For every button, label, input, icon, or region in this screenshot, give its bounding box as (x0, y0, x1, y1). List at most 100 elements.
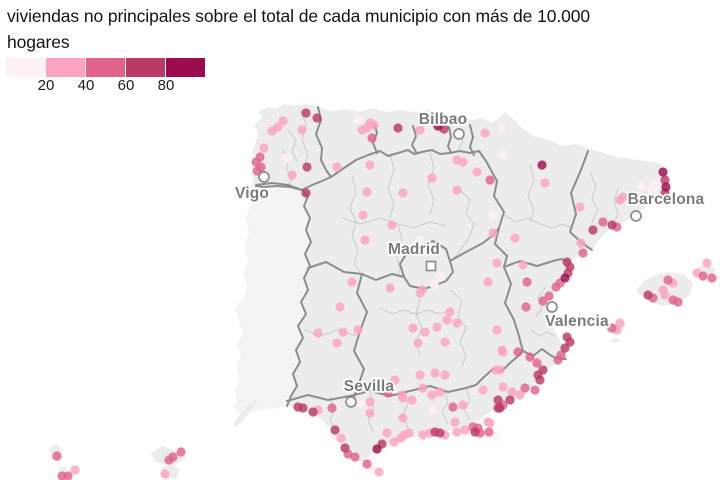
municipality-dot (660, 175, 670, 185)
municipality-dot (382, 428, 392, 438)
municipality-dot (415, 235, 425, 245)
city-marker-vigo (258, 171, 270, 183)
municipality-dot (335, 302, 345, 312)
municipality-dot (362, 459, 372, 469)
municipality-dot (618, 192, 628, 202)
municipality-dot (404, 428, 414, 438)
municipality-dot (538, 296, 548, 306)
municipality-dot (432, 322, 442, 332)
municipality-dot (707, 273, 717, 283)
municipality-dot (389, 437, 399, 447)
municipality-dot (576, 238, 586, 248)
municipality-dot (259, 143, 269, 153)
municipality-dot (252, 166, 262, 176)
municipality-dot (491, 430, 501, 440)
municipality-dot (607, 220, 617, 230)
lanzarote-fuerteventura-island (233, 399, 258, 427)
municipality-dot (365, 160, 375, 170)
legend-tick-80: 80 (157, 77, 175, 94)
municipality-dot (433, 121, 443, 131)
municipality-dot (63, 471, 73, 480)
municipality-dot (336, 433, 346, 443)
municipality-dot (448, 402, 458, 412)
municipality-dot (427, 173, 437, 183)
legend-swatch-5 (166, 58, 205, 77)
municipality-dot (308, 407, 318, 417)
municipality-dot (493, 395, 503, 405)
municipality-dot (160, 469, 170, 479)
municipality-dot (362, 187, 372, 197)
municipality-dot (540, 178, 550, 188)
municipality-dot (398, 393, 408, 403)
city-label-bilbao: Bilbao (419, 111, 468, 128)
municipality-dot (415, 370, 425, 380)
city-marker-barcelona (630, 210, 642, 222)
municipality-dot (485, 175, 495, 185)
province-borders (281, 109, 619, 433)
municipality-dot (702, 258, 712, 268)
municipality-dot (415, 125, 425, 135)
municipality-dot (420, 327, 430, 337)
municipality-dot (415, 288, 425, 298)
municipality-dot (297, 125, 307, 135)
municipality-dot (407, 395, 417, 405)
municipality-dot (535, 375, 545, 385)
municipality-dot (492, 258, 502, 268)
municipality-dot (505, 395, 515, 405)
municipality-dot (427, 390, 437, 400)
legend-swatch-1 (6, 58, 45, 77)
legend-swatch-3 (86, 58, 125, 77)
municipality-dot (452, 318, 462, 328)
municipality-dot (301, 188, 311, 198)
city-label-valencia: Valencia (545, 313, 609, 330)
municipality-dot (497, 345, 507, 355)
municipality-dot (472, 167, 482, 177)
municipality-dot (350, 452, 360, 462)
municipality-dot (460, 425, 470, 435)
municipality-dot (418, 430, 428, 440)
legend: 20 40 60 80 (6, 58, 226, 100)
municipality-dot (365, 397, 375, 407)
city-label-sevilla: Sevilla (344, 378, 395, 395)
municipality-dots (52, 108, 717, 480)
municipality-dot (374, 467, 384, 477)
municipality-dot (498, 150, 508, 160)
municipality-dot (430, 368, 440, 378)
municipality-dot (440, 337, 450, 347)
chart-title-line1: viviendas no principales sobre el total … (7, 6, 590, 26)
municipality-dot (458, 157, 468, 167)
chart-title: viviendas no principales sobre el total … (7, 3, 590, 55)
municipality-dot (483, 277, 493, 287)
municipality-dot (510, 233, 520, 243)
municipality-dot (491, 365, 501, 375)
city-marker-bilbao (453, 128, 465, 140)
municipality-dot (445, 307, 455, 317)
municipality-dot (661, 182, 671, 192)
municipality-dot (663, 275, 673, 285)
municipality-dot (435, 387, 445, 397)
municipality-dot (560, 273, 570, 283)
municipality-dot (452, 185, 462, 195)
municipality-dot (673, 297, 683, 307)
municipality-dot (301, 108, 311, 118)
municipality-dot (282, 153, 292, 163)
legend-tick-40: 40 (77, 77, 95, 94)
municipality-dot (393, 123, 403, 133)
municipality-dot (332, 162, 342, 172)
city-marker-sevilla (345, 396, 357, 408)
municipality-dot (522, 277, 532, 287)
city-label-barcelona: Barcelona (628, 191, 705, 208)
municipality-dot (353, 325, 363, 335)
municipality-dot (408, 323, 418, 333)
municipality-dot (588, 225, 598, 235)
municipality-dot (367, 133, 377, 143)
municipality-dot (478, 385, 488, 395)
municipality-dot (643, 290, 653, 300)
city-label-madrid: Madrid (388, 241, 440, 258)
municipality-dot (562, 257, 572, 267)
municipality-dot (452, 427, 462, 437)
municipality-dot (387, 220, 397, 230)
municipality-dot (435, 272, 445, 282)
municipality-dot (458, 400, 468, 410)
